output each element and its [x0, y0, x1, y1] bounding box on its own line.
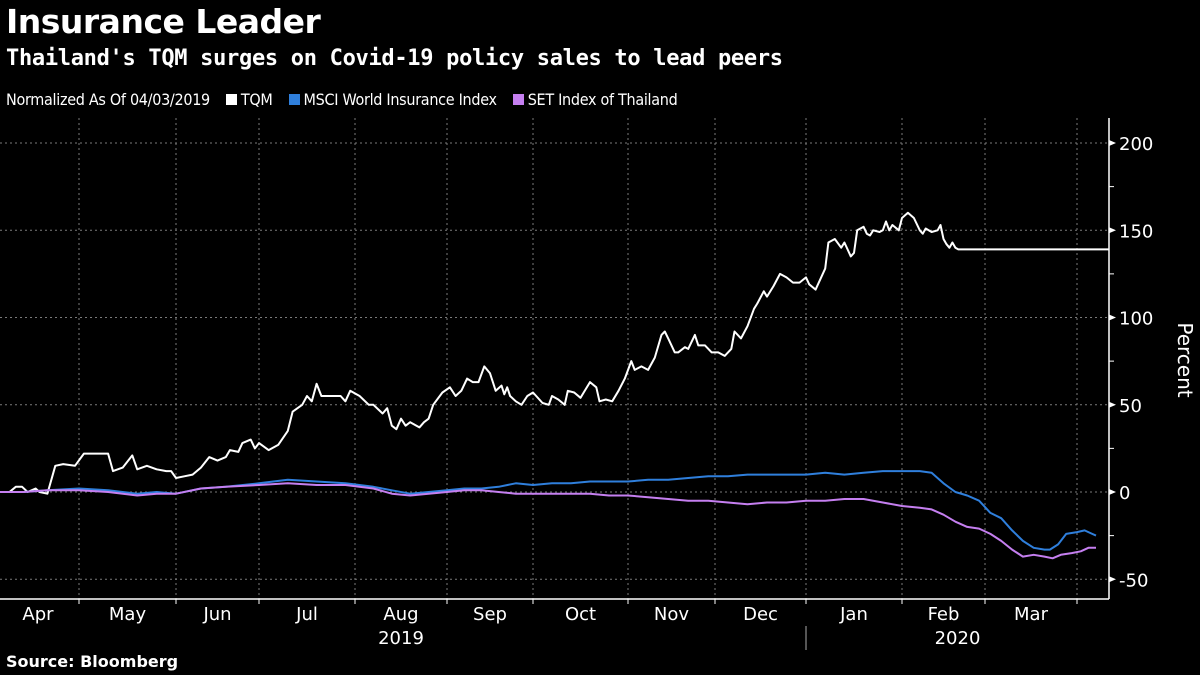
y-tick-label: 100	[1119, 309, 1153, 330]
legend-swatch-set	[512, 94, 524, 105]
series-line-set-index-of-thailand	[0, 482, 1096, 560]
x-tick-label: Jun	[202, 604, 231, 625]
y-tick-label: 200	[1119, 134, 1153, 155]
axes: 200 150 100 50 0 -50 Percent Apr May Jun Jul Aug Sep…	[0, 118, 1197, 650]
x-tick-label: Feb	[928, 604, 960, 625]
x-tick-label: Dec	[743, 604, 778, 625]
series-lines	[0, 211, 1109, 560]
legend-item-msci: MSCI World Insurance Index	[288, 90, 497, 109]
x-tick-label: Apr	[22, 604, 54, 625]
legend-note: Normalized As Of 04/03/2019	[6, 90, 210, 109]
chart-title: Insurance Leader	[6, 2, 321, 41]
legend-label-tqm: TQM	[240, 90, 273, 109]
x-tick-label: Jan	[839, 604, 868, 625]
legend: Normalized As Of 04/03/2019 TQM MSCI Wor…	[6, 90, 678, 109]
x-tick-label: May	[109, 604, 147, 625]
legend-label-msci: MSCI World Insurance Index	[303, 90, 497, 109]
x-tick-label: Nov	[654, 604, 689, 625]
y-tick-marker	[1109, 314, 1116, 321]
series-line-msci-world-insurance-index	[0, 470, 1097, 551]
grid-lines	[0, 118, 1109, 599]
y-tick-marker	[1109, 576, 1116, 583]
y-tick-label: 50	[1119, 396, 1142, 417]
x-tick-label: Sep	[473, 604, 507, 625]
y-tick-label: 0	[1119, 483, 1130, 504]
x-tick-label: Jul	[295, 604, 318, 625]
legend-swatch-msci	[288, 94, 300, 105]
chart-subtitle: Thailand's TQM surges on Covid-19 policy…	[6, 46, 783, 71]
legend-item-tqm: TQM	[225, 90, 273, 109]
x-tick-label: Mar	[1014, 604, 1049, 625]
x-year-label: 2019	[378, 628, 424, 649]
y-tick-label: 150	[1119, 221, 1153, 242]
source-note: Source: Bloomberg	[6, 652, 179, 671]
y-tick-marker	[1109, 140, 1116, 146]
x-tick-label: Aug	[383, 604, 418, 625]
x-year-label: 2020	[935, 628, 981, 649]
x-tick-label: Oct	[565, 604, 596, 625]
legend-swatch-tqm	[225, 94, 237, 105]
series-line-tqm	[0, 211, 1109, 495]
y-tick-label: -50	[1119, 570, 1148, 591]
y-axis-title: Percent	[1173, 322, 1197, 397]
y-tick-marker	[1109, 489, 1116, 495]
legend-label-set: SET Index of Thailand	[527, 90, 678, 109]
y-tick-marker	[1109, 227, 1116, 234]
y-tick-marker	[1109, 401, 1116, 408]
legend-item-set: SET Index of Thailand	[512, 90, 678, 109]
